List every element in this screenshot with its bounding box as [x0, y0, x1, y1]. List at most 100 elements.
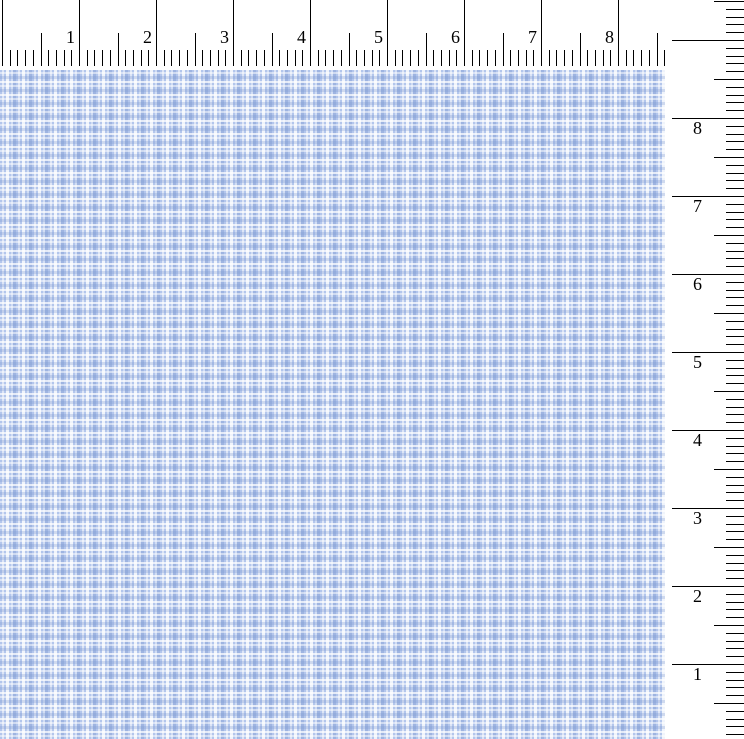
ruler-tick-minor [171, 50, 172, 66]
ruler-tick-medium [714, 1, 744, 2]
ruler-tick-major [672, 586, 744, 587]
ruler-tick-minor [726, 656, 744, 657]
ruler-tick-minor [726, 63, 744, 64]
ruler-tick-minor [610, 50, 611, 66]
ruler-tick-minor [472, 50, 473, 66]
ruler-tick-minor [441, 50, 442, 66]
ruler-tick-minor [141, 50, 142, 66]
ruler-tick-minor [626, 50, 627, 66]
ruler-tick-minor [726, 219, 744, 220]
ruler-tick-medium [118, 33, 119, 66]
ruler-tick-minor [726, 204, 744, 205]
ruler-label-y-7: 7 [693, 196, 702, 216]
ruler-tick-minor [25, 50, 26, 66]
ruler-tick-minor [364, 50, 365, 66]
ruler-tick-minor [726, 227, 744, 228]
ruler-tick-minor [726, 695, 744, 696]
ruler-label-x-8: 8 [605, 27, 614, 47]
ruler-tick-minor [726, 672, 744, 673]
ruler-tick-minor [726, 399, 744, 400]
ruler-tick-medium [714, 79, 744, 80]
ruler-tick-minor [133, 50, 134, 66]
ruler-tick-minor [410, 50, 411, 66]
vertical-ruler[interactable]: 1 2 3 4 5 6 7 8 [665, 0, 744, 739]
ruler-tick-minor [726, 102, 744, 103]
ruler-tick-medium [657, 33, 658, 66]
ruler-tick-minor [379, 50, 380, 66]
ruler-tick-minor [210, 50, 211, 66]
ruler-tick-minor [179, 50, 180, 66]
ruler-label-y-3: 3 [693, 508, 702, 528]
ruler-tick-minor [726, 141, 744, 142]
ruler-tick-minor [726, 305, 744, 306]
ruler-tick-minor [726, 407, 744, 408]
ruler-tick-medium [714, 391, 744, 392]
ruler-tick-minor [603, 50, 604, 66]
ruler-tick-minor [726, 570, 744, 571]
ruler-tick-major [310, 0, 311, 66]
ruler-label-y-2: 2 [693, 586, 702, 606]
ruler-tick-minor [549, 50, 550, 66]
ruler-label-y-4: 4 [693, 430, 702, 450]
ruler-tick-minor [726, 212, 744, 213]
ruler-tick-minor [333, 50, 334, 66]
ruler-tick-minor [726, 368, 744, 369]
ruler-tick-minor [10, 50, 11, 66]
ruler-tick-minor [726, 719, 744, 720]
ruler-tick-minor [726, 539, 744, 540]
ruler-tick-minor [726, 648, 744, 649]
ruler-tick-minor [564, 50, 565, 66]
ruler-tick-minor [287, 50, 288, 66]
ruler-tick-minor [726, 24, 744, 25]
ruler-tick-minor [726, 251, 744, 252]
ruler-tick-minor [726, 48, 744, 49]
ruler-tick-medium [714, 235, 744, 236]
ruler-tick-minor [533, 50, 534, 66]
ruler-label-x-7: 7 [528, 27, 537, 47]
ruler-tick-minor [17, 50, 18, 66]
ruler-tick-minor [33, 50, 34, 66]
ruler-tick-medium [503, 33, 504, 66]
ruler-tick-minor [256, 50, 257, 66]
ruler-tick-minor [264, 50, 265, 66]
ruler-tick-minor [248, 50, 249, 66]
ruler-tick-minor [595, 50, 596, 66]
ruler-tick-minor [495, 50, 496, 66]
ruler-tick-minor [726, 17, 744, 18]
ruler-tick-minor [418, 50, 419, 66]
ruler-tick-minor [479, 50, 480, 66]
ruler-tick-minor [302, 50, 303, 66]
ruler-tick-minor [726, 531, 744, 532]
ruler-tick-minor [726, 149, 744, 150]
ruler-tick-minor [726, 563, 744, 564]
ruler-tick-minor [125, 50, 126, 66]
ruler-tick-minor [726, 602, 744, 603]
ruler-tick-minor [726, 71, 744, 72]
ruler-tick-minor [726, 414, 744, 415]
ruler-tick-minor [726, 360, 744, 361]
ruler-tick-minor [433, 50, 434, 66]
ruler-label-x-1: 1 [66, 27, 75, 47]
ruler-tick-minor [726, 126, 744, 127]
ruler-tick-minor [726, 188, 744, 189]
ruler-tick-minor [572, 50, 573, 66]
ruler-tick-minor [726, 321, 744, 322]
ruler-tick-minor [726, 290, 744, 291]
ruler-tick-minor [726, 687, 744, 688]
ruler-tick-minor [726, 95, 744, 96]
ruler-tick-minor [726, 375, 744, 376]
ruler-tick-major [618, 0, 619, 66]
ruler-tick-minor [87, 50, 88, 66]
ruler-tick-minor [295, 50, 296, 66]
ruler-tick-minor [726, 453, 744, 454]
ruler-tick-minor [164, 50, 165, 66]
ruler-tick-minor [726, 516, 744, 517]
ruler-tick-major [79, 0, 80, 66]
ruler-tick-minor [726, 9, 744, 10]
ruler-tick-major [672, 274, 744, 275]
ruler-tick-minor [456, 50, 457, 66]
ruler-tick-minor [726, 56, 744, 57]
ruler-tick-minor [726, 329, 744, 330]
horizontal-ruler[interactable]: 1 2 3 4 5 6 7 8 [0, 0, 744, 68]
ruler-tick-medium [580, 33, 581, 66]
